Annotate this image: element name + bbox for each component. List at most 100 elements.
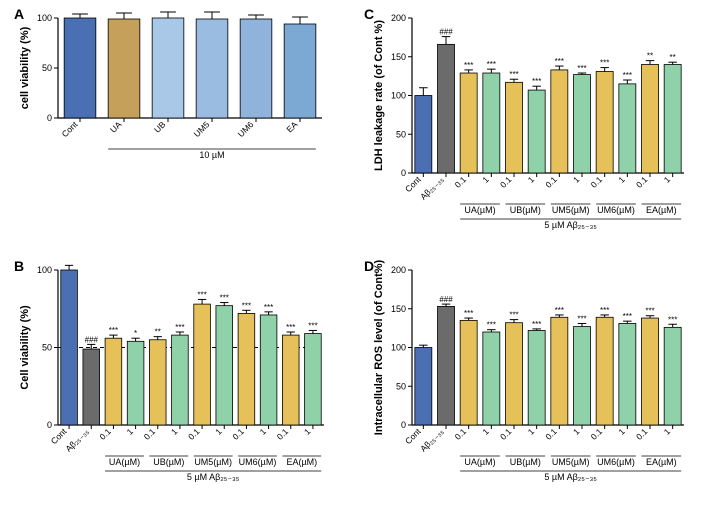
svg-text:150: 150: [391, 304, 406, 314]
svg-text:1: 1: [616, 174, 627, 185]
bar: [438, 44, 455, 173]
svg-text:1: 1: [213, 426, 224, 437]
svg-text:***: ***: [464, 61, 473, 70]
svg-text:LDH leakage rate (of Cont %): LDH leakage rate (of Cont %): [373, 20, 385, 171]
bar: [642, 318, 659, 425]
svg-text:UM5(µM): UM5(µM): [552, 457, 590, 467]
svg-text:150: 150: [391, 52, 406, 62]
svg-text:0.1: 0.1: [543, 174, 559, 190]
svg-text:0.1: 0.1: [543, 426, 559, 442]
svg-text:***: ***: [286, 323, 295, 332]
bar: [528, 90, 545, 173]
svg-text:***: ***: [532, 77, 541, 86]
svg-text:0: 0: [401, 168, 406, 178]
chart-d: 050100150200Intracellular ROS level (of …: [360, 260, 690, 495]
svg-text:**: **: [155, 328, 161, 337]
bar: [438, 306, 455, 425]
svg-text:Cont: Cont: [403, 174, 423, 194]
bar: [528, 330, 545, 425]
bar: [506, 323, 523, 425]
svg-text:50: 50: [42, 63, 52, 73]
svg-text:1: 1: [258, 426, 269, 437]
bar: [196, 19, 228, 118]
svg-text:***: ***: [668, 315, 677, 324]
svg-text:5 µM Aβ₂₅₋₃₅: 5 µM Aβ₂₅₋₃₅: [187, 472, 240, 482]
svg-text:***: ***: [577, 314, 586, 323]
svg-text:0.1: 0.1: [498, 174, 514, 190]
svg-text:0.1: 0.1: [634, 426, 650, 442]
bar: [152, 18, 184, 118]
bar: [619, 323, 636, 425]
svg-text:###: ###: [439, 295, 453, 304]
svg-text:***: ***: [509, 70, 518, 79]
svg-text:**: **: [670, 53, 676, 62]
svg-text:UM5: UM5: [192, 119, 212, 139]
svg-text:Intracellular ROS level (of Co: Intracellular ROS level (of Cont%): [373, 260, 385, 435]
bar: [172, 335, 189, 425]
svg-text:1: 1: [480, 426, 491, 437]
svg-text:***: ***: [623, 71, 632, 80]
svg-text:0.1: 0.1: [498, 426, 514, 442]
svg-text:1: 1: [125, 426, 136, 437]
svg-text:EA(µM): EA(µM): [646, 205, 677, 215]
svg-text:***: ***: [197, 290, 206, 299]
svg-text:***: ***: [264, 303, 273, 312]
chart-b: 050100Cell viability (%)Cont###Aβ₂₅₋₃₅**…: [10, 260, 330, 495]
svg-text:Cont: Cont: [60, 119, 80, 139]
svg-text:EA: EA: [284, 119, 299, 134]
svg-text:50: 50: [396, 381, 406, 391]
svg-text:***: ***: [175, 323, 184, 332]
svg-text:Aβ₂₅₋₃₅: Aβ₂₅₋₃₅: [418, 174, 445, 201]
svg-text:**: **: [647, 52, 653, 61]
bar: [551, 70, 568, 173]
svg-text:***: ***: [509, 311, 518, 320]
bar: [642, 65, 659, 174]
bar: [664, 327, 681, 425]
svg-text:###: ###: [85, 335, 99, 344]
svg-text:100: 100: [391, 91, 406, 101]
svg-text:***: ***: [220, 294, 229, 303]
svg-text:***: ***: [109, 326, 118, 335]
svg-text:100: 100: [391, 343, 406, 353]
svg-text:UB: UB: [152, 119, 168, 135]
svg-text:***: ***: [623, 312, 632, 321]
bar: [460, 320, 477, 425]
svg-text:50: 50: [396, 129, 406, 139]
svg-text:UA(µM): UA(µM): [109, 457, 140, 467]
svg-text:***: ***: [600, 306, 609, 315]
svg-text:0.1: 0.1: [230, 426, 246, 442]
svg-text:0.1: 0.1: [142, 426, 158, 442]
svg-text:***: ***: [487, 60, 496, 69]
svg-text:UM6(µM): UM6(µM): [597, 457, 635, 467]
svg-text:100: 100: [37, 13, 52, 23]
bar: [260, 315, 277, 425]
bar: [64, 18, 96, 118]
svg-text:*: *: [134, 329, 137, 338]
svg-text:1: 1: [662, 426, 673, 437]
bar: [506, 82, 523, 173]
bar: [415, 96, 432, 174]
svg-text:1: 1: [616, 426, 627, 437]
svg-text:1: 1: [662, 174, 673, 185]
svg-text:0.1: 0.1: [97, 426, 113, 442]
svg-text:1: 1: [526, 426, 537, 437]
svg-text:UB(µM): UB(µM): [510, 457, 541, 467]
svg-text:0.1: 0.1: [589, 174, 605, 190]
svg-text:0: 0: [47, 113, 52, 123]
svg-text:100: 100: [37, 265, 52, 275]
bar: [460, 73, 477, 173]
bar: [574, 327, 591, 425]
svg-text:***: ***: [487, 321, 496, 330]
svg-text:0: 0: [401, 420, 406, 430]
bar: [415, 348, 432, 426]
figure: A B C D 050100cell viability (%)ContUAUB…: [0, 0, 708, 521]
svg-text:UA: UA: [108, 119, 124, 135]
bar: [483, 73, 500, 173]
chart-a: 050100cell viability (%)ContUAUBUM5UM6EA…: [10, 8, 330, 173]
svg-text:UM6(µM): UM6(µM): [239, 457, 277, 467]
svg-text:***: ***: [645, 307, 654, 316]
bar: [619, 84, 636, 173]
bar: [596, 71, 613, 173]
svg-text:EA(µM): EA(µM): [286, 457, 317, 467]
bar: [596, 317, 613, 425]
